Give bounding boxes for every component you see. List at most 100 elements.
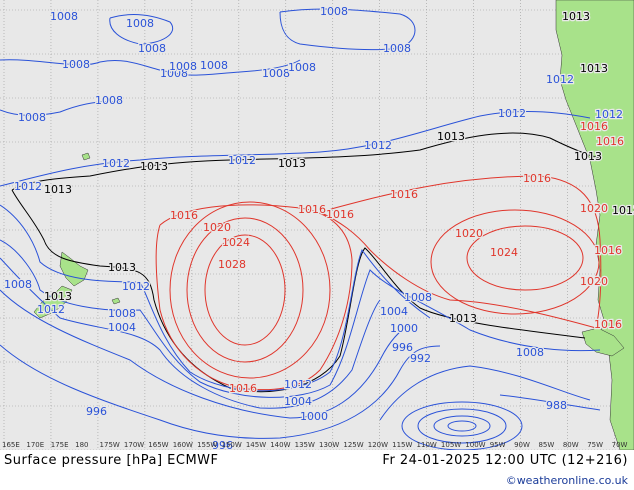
- isobar-label-low: 992: [410, 352, 431, 365]
- isobar-label-low: 1004: [108, 321, 136, 334]
- land-masses: [33, 0, 634, 450]
- isobar-label-low: 1008: [200, 59, 228, 72]
- isobar-label-low: 1008: [262, 67, 290, 80]
- high-contour-1020: [169, 201, 331, 379]
- isobar-label-low: 996: [392, 341, 413, 354]
- isobar-label-low: 1008: [404, 291, 432, 304]
- longitude-tick: 75W: [587, 441, 603, 449]
- isobar-label-1013: 1013: [562, 10, 590, 23]
- isobar-label-low: 1012: [498, 107, 526, 120]
- isobar-label-high: 1016: [594, 318, 622, 331]
- longitude-tick: 140W: [270, 441, 290, 449]
- longitude-tick: 80W: [563, 441, 579, 449]
- isobar-1013-south-line: [11, 189, 586, 393]
- high-contour-1024-east: [466, 225, 584, 291]
- isobar-1012-south-line: [0, 204, 431, 392]
- isobar-1016-line: [155, 204, 353, 391]
- chatham-islands: [111, 297, 121, 305]
- isobar-label-low: 1008: [320, 5, 348, 18]
- isobar-1008-north-line: [0, 59, 301, 76]
- graticule: [0, 0, 634, 450]
- longitude-tick: 130W: [319, 441, 339, 449]
- isobar-label-high: 1016: [170, 209, 198, 222]
- longitude-tick: 120W: [368, 441, 388, 449]
- isobar-label-high: 1016: [390, 188, 418, 201]
- longitude-tick: 165E: [2, 441, 20, 449]
- longitude-tick: 150W: [221, 441, 241, 449]
- isobar-label-high: 1016: [523, 172, 551, 185]
- credit-link[interactable]: ©weatheronline.co.uk: [505, 474, 628, 487]
- isobar-label-high: 1016: [594, 244, 622, 257]
- fiji-islands: [81, 152, 91, 161]
- weather-map: 1008 1008 1008 1008 1008 1008 1008 1008 1008 1008…: [0, 0, 634, 450]
- isobar-label-high: 1016: [596, 135, 624, 148]
- isobar-label-low: 1008: [288, 61, 316, 74]
- longitude-tick: 85W: [538, 441, 554, 449]
- high-contour-1024: [186, 217, 304, 363]
- longitude-tick: 155W: [197, 441, 217, 449]
- isobar-label-high: 1016: [580, 120, 608, 133]
- isobar-label-low: 1012: [122, 280, 150, 293]
- isobar-label-low: 1012: [364, 139, 392, 152]
- isobar-label-low: 1012: [228, 154, 256, 167]
- isobar-1008-north2-line: [0, 101, 121, 116]
- longitude-tick: 135W: [295, 441, 315, 449]
- isobar-1000-line: [0, 289, 411, 419]
- isobar-label-low: 1008: [160, 67, 188, 80]
- isobar-label-low: 1008: [4, 278, 32, 291]
- isobar-label-high: 1028: [218, 258, 246, 271]
- map-canvas: 1008100810081008100810081008100810081008…: [0, 0, 634, 450]
- isobar-label-low: 1008: [95, 94, 123, 107]
- isobar-label-low: 996: [86, 405, 107, 418]
- longitude-tick: 100W: [465, 441, 485, 449]
- isobar-label-1013: 1013: [449, 312, 477, 325]
- isobar-label-low: 1008: [516, 346, 544, 359]
- isobar-label-high: 1020: [203, 221, 231, 234]
- isobar-label-1013: 1013: [574, 150, 602, 163]
- longitude-tick: 170E: [26, 441, 44, 449]
- longitude-tick: 70W: [612, 441, 628, 449]
- isobar-label-low: 1008: [62, 58, 90, 71]
- isobar-label-low: 1012: [546, 73, 574, 86]
- longitude-tick: 175E: [51, 441, 69, 449]
- isobar-label-1013: 1013: [437, 130, 465, 143]
- isobar-1008-line: [0, 239, 601, 398]
- isobar-label-low: 1008: [126, 17, 154, 30]
- isobar-988-line: [499, 394, 601, 411]
- isobar-label-1013: 1013: [612, 204, 634, 217]
- high-contour-1028: [204, 234, 286, 346]
- isobar-label-high: 1020: [580, 202, 608, 215]
- isobar-label-low: 1008: [50, 10, 78, 23]
- tierra-del-fuego-land: [581, 327, 625, 357]
- isobar-label-high: 1020: [580, 275, 608, 288]
- new-zealand-south-island: [33, 285, 73, 319]
- isobar-label-low: 1000: [390, 322, 418, 335]
- isobar-label-low: 1008: [169, 60, 197, 73]
- isobar-label-low: 988: [546, 399, 567, 412]
- isobar-992-line: [379, 365, 591, 421]
- isobar-label-1013: 1013: [44, 290, 72, 303]
- isobar-1004-line: [0, 257, 381, 409]
- low-contour-1: [401, 401, 523, 450]
- isobar-label-low: 1012: [284, 378, 312, 391]
- longitude-tick: 125W: [343, 441, 363, 449]
- isobar-1012-line: [0, 111, 591, 187]
- isobar-labels-black: 1013 1013 1013 1013 1013 1013 1013 1013 1013 1013…: [43, 9, 634, 327]
- isobar-label-low: 1012: [37, 303, 65, 316]
- longitude-tick: 175W: [100, 441, 120, 449]
- high-contour-1020-east: [430, 209, 600, 315]
- longitude-tick: 115W: [392, 441, 412, 449]
- low-contour-4: [447, 420, 477, 432]
- isobar-label-low: 1008: [18, 111, 46, 124]
- longitude-tick-labels: 165E 170E 175E 180 175W 170W 165W 160W 155W 150W 1…: [2, 441, 628, 449]
- map-title: Surface pressure [hPa] ECMWF: [4, 453, 219, 468]
- isobar-label-low: 996: [212, 439, 233, 450]
- low-contour-3: [433, 415, 491, 437]
- longitude-tick: 170W: [124, 441, 144, 449]
- isobar-label-high: 1024: [222, 236, 250, 249]
- isobar-labels-blue: 1008100810081008100810081008100810081008…: [3, 4, 625, 450]
- isobar-label-1013: 1013: [278, 157, 306, 170]
- isobar-996-line: [0, 344, 441, 439]
- longitude-tick: 160W: [173, 441, 193, 449]
